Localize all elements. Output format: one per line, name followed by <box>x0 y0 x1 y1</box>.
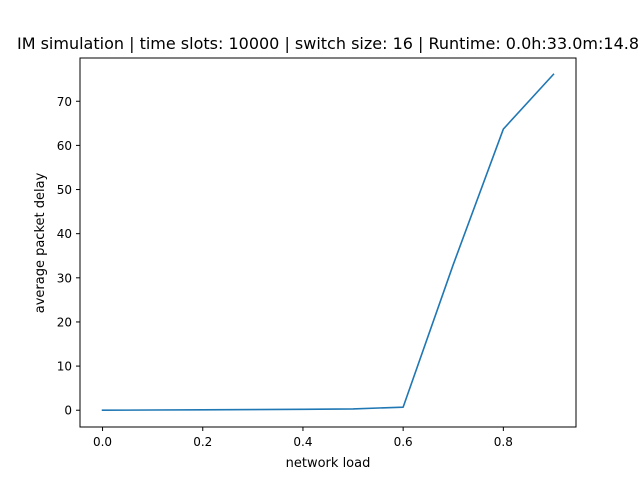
series-line <box>101 73 555 412</box>
x-axis-label: network load <box>286 456 371 471</box>
y-tick-label: 30 <box>57 271 72 285</box>
y-tick-label: 0 <box>64 404 72 418</box>
x-tick-label: 0.6 <box>394 435 413 449</box>
y-axis: 0 10 20 30 40 50 60 70 <box>57 95 80 418</box>
plot-area <box>101 73 555 412</box>
y-tick-label: 40 <box>57 227 72 241</box>
y-tick-label: 70 <box>57 95 72 109</box>
chart-title: IM simulation | time slots: 10000 | swit… <box>17 34 639 53</box>
axes-frame <box>79 57 577 428</box>
x-axis: 0.0 0.2 0.4 0.6 0.8 <box>93 427 513 449</box>
y-axis-label: average packet delay <box>33 172 48 313</box>
x-tick-label: 0.0 <box>93 435 112 449</box>
y-tick-label: 10 <box>57 360 72 374</box>
x-tick-label: 0.4 <box>293 435 312 449</box>
y-tick-label: 60 <box>57 139 72 153</box>
y-tick-label: 20 <box>57 315 72 329</box>
y-tick-label: 50 <box>57 183 72 197</box>
x-tick-label: 0.8 <box>494 435 513 449</box>
x-tick-label: 0.2 <box>193 435 212 449</box>
